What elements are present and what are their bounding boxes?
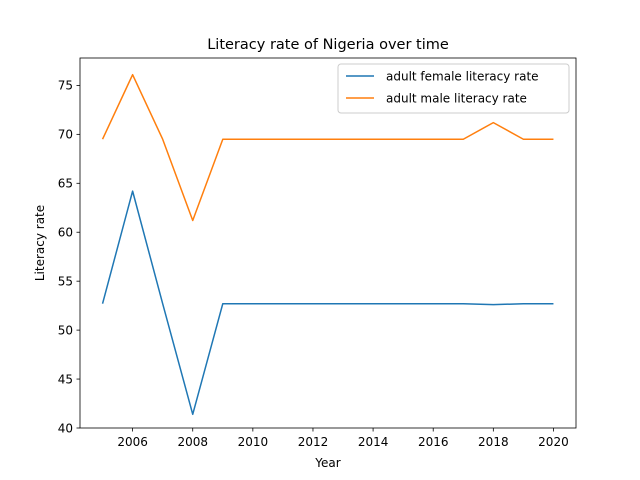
x-tick-label: 2010 [238, 435, 269, 449]
chart-title: Literacy rate of Nigeria over time [207, 37, 449, 53]
y-tick-label: 70 [58, 128, 73, 142]
series-line-2 [101, 73, 554, 222]
x-tick-label: 2008 [177, 435, 208, 449]
y-axis-label: Literacy rate [33, 205, 47, 281]
x-tick-label: 2006 [117, 435, 148, 449]
y-tick-label: 65 [58, 177, 73, 191]
y-tick-label: 40 [58, 421, 73, 435]
x-tick-label: 2018 [478, 435, 509, 449]
x-tick-label: 2012 [298, 435, 329, 449]
x-tick-label: 2014 [358, 435, 389, 449]
y-tick-label: 45 [58, 372, 73, 386]
y-tick-label: 50 [58, 323, 73, 337]
series-line-1 [101, 190, 554, 416]
x-axis-label: Year [314, 456, 340, 470]
x-tick-label: 2020 [538, 435, 569, 449]
plot-area: 2006 2008 2010 2012 2014 2016 2018 2020 40 45 50 55… [58, 57, 577, 449]
legend: adult female literacy rate adult male lit… [337, 63, 570, 114]
legend-label-1: adult female literacy rate [386, 69, 539, 83]
legend-label-2: adult male literacy rate [386, 91, 527, 105]
y-tick-label: 60 [58, 226, 73, 240]
x-tick-label: 2016 [418, 435, 449, 449]
legend-box [337, 63, 570, 114]
y-tick-label: 55 [58, 274, 73, 288]
axes-frame [79, 57, 577, 429]
y-tick-label: 75 [58, 79, 73, 93]
